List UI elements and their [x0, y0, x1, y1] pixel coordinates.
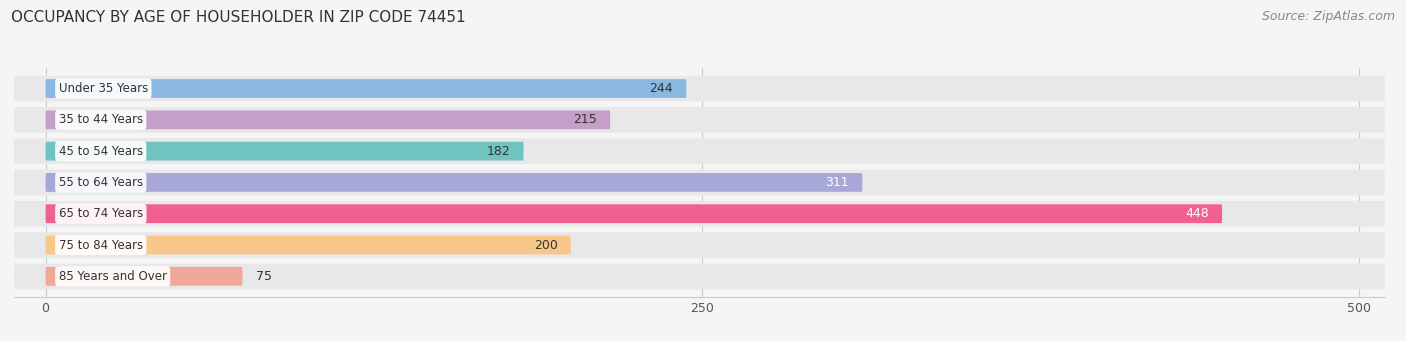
Text: 244: 244 — [650, 82, 673, 95]
FancyBboxPatch shape — [14, 232, 1385, 258]
Text: 200: 200 — [534, 239, 558, 252]
FancyBboxPatch shape — [45, 173, 862, 192]
FancyBboxPatch shape — [14, 169, 1385, 195]
FancyBboxPatch shape — [45, 204, 1222, 223]
FancyBboxPatch shape — [14, 264, 1385, 289]
FancyBboxPatch shape — [45, 110, 610, 129]
Text: 85 Years and Over: 85 Years and Over — [59, 270, 167, 283]
FancyBboxPatch shape — [45, 236, 571, 254]
FancyBboxPatch shape — [14, 76, 1385, 101]
Text: 35 to 44 Years: 35 to 44 Years — [59, 113, 143, 126]
Text: 75 to 84 Years: 75 to 84 Years — [59, 239, 143, 252]
FancyBboxPatch shape — [14, 201, 1385, 226]
Text: 55 to 64 Years: 55 to 64 Years — [59, 176, 143, 189]
FancyBboxPatch shape — [45, 79, 686, 98]
Text: 215: 215 — [574, 113, 598, 126]
FancyBboxPatch shape — [45, 267, 243, 286]
Text: 45 to 54 Years: 45 to 54 Years — [59, 145, 143, 158]
Text: 182: 182 — [486, 145, 510, 158]
Text: 448: 448 — [1185, 207, 1209, 220]
FancyBboxPatch shape — [14, 138, 1385, 164]
Text: Under 35 Years: Under 35 Years — [59, 82, 148, 95]
Text: 75: 75 — [256, 270, 271, 283]
Text: 311: 311 — [825, 176, 849, 189]
Text: OCCUPANCY BY AGE OF HOUSEHOLDER IN ZIP CODE 74451: OCCUPANCY BY AGE OF HOUSEHOLDER IN ZIP C… — [11, 10, 465, 25]
Text: 65 to 74 Years: 65 to 74 Years — [59, 207, 143, 220]
Text: Source: ZipAtlas.com: Source: ZipAtlas.com — [1261, 10, 1395, 23]
FancyBboxPatch shape — [14, 107, 1385, 133]
FancyBboxPatch shape — [45, 142, 523, 161]
